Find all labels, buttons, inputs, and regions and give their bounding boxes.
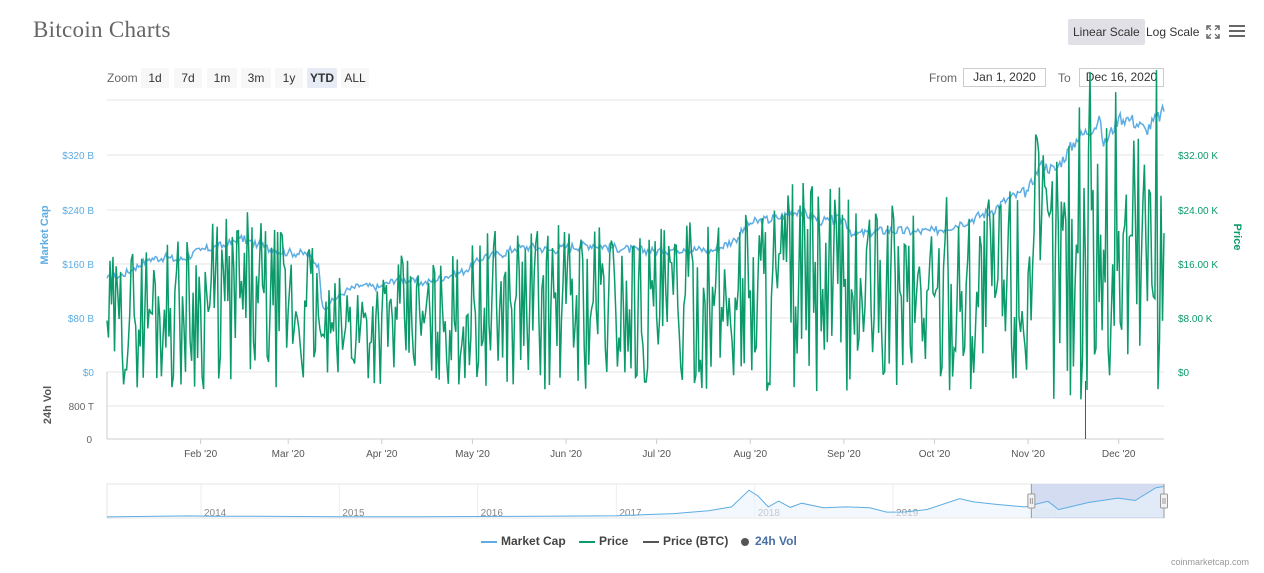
legend-market-cap-label: Market Cap <box>501 534 566 548</box>
zoom-label: Zoom <box>107 71 138 85</box>
navigator-line <box>106 486 1165 518</box>
x-tick-label: Sep '20 <box>827 449 861 460</box>
navigator-area <box>107 486 1164 517</box>
zoom-7d-button[interactable]: 7d <box>174 68 202 88</box>
x-tick-label: Feb '20 <box>184 449 217 460</box>
chart-title: Bitcoin Charts <box>33 17 171 42</box>
x-tick-label: Jun '20 <box>550 449 582 460</box>
left-tick-label: $80 B <box>68 314 94 325</box>
right-tick-label: $24.00 K <box>1178 206 1218 217</box>
legend-volume[interactable]: 24h Vol <box>741 534 797 548</box>
right-tick-label: $8.00 K <box>1178 314 1213 325</box>
legend-price-swatch <box>579 540 595 543</box>
legend-market-cap-swatch <box>481 540 497 543</box>
x-tick-label: Jul '20 <box>642 449 671 460</box>
left-axis-title: Market Cap <box>39 205 51 265</box>
volume-axis-title: 24h Vol <box>42 386 54 424</box>
zoom-1m-button[interactable]: 1m <box>207 68 237 88</box>
navigator-series-layer <box>106 484 1168 518</box>
from-label: From <box>929 71 957 85</box>
left-tick-label: $240 B <box>62 206 94 217</box>
navigator-year-label: 2014 <box>204 508 227 519</box>
legend-volume-label: 24h Vol <box>755 534 797 548</box>
to-label: To <box>1058 71 1071 85</box>
x-tick-label: Nov '20 <box>1011 449 1045 460</box>
navigator-year-label: 2015 <box>342 508 365 519</box>
bitcoin-chart: $320 B $240 B $160 B $80 B $0 800 T 0 $3… <box>39 70 1243 519</box>
navigator-year-label: 2016 <box>481 508 504 519</box>
right-tick-label: $32.00 K <box>1178 151 1218 162</box>
credit-link[interactable]: coinmarketcap.com <box>1171 557 1250 567</box>
x-tick-label: Apr '20 <box>366 449 398 460</box>
navigator[interactable]: 2014201520162017201820192020 <box>106 483 1168 519</box>
x-tick-label: Dec '20 <box>1102 449 1136 460</box>
from-date-input[interactable] <box>963 68 1046 87</box>
linear-scale-button[interactable]: Linear Scale <box>1068 19 1145 45</box>
menu-icon[interactable] <box>1229 25 1245 39</box>
to-date-input[interactable] <box>1079 68 1164 87</box>
x-tick-label: May '20 <box>455 449 490 460</box>
fullscreen-icon[interactable] <box>1206 25 1220 39</box>
x-tick-label: Mar '20 <box>272 449 305 460</box>
right-tick-label: $16.00 K <box>1178 260 1218 271</box>
legend-price-label: Price <box>599 534 629 548</box>
left-tick-label: $160 B <box>62 260 94 271</box>
zoom-ytd-button[interactable]: YTD <box>307 68 337 88</box>
volume-tick-label: $0 <box>83 368 95 379</box>
zoom-all-button[interactable]: ALL <box>341 68 369 88</box>
x-tick-label: Oct '20 <box>919 449 951 460</box>
zoom-1d-button[interactable]: 1d <box>141 68 169 88</box>
volume-tick-label: 800 T <box>69 402 94 413</box>
zoom-3m-button[interactable]: 3m <box>241 68 271 88</box>
legend-price-btc-swatch <box>643 540 659 543</box>
left-tick-label: $320 B <box>62 151 94 162</box>
legend-volume-dot <box>741 537 749 546</box>
legend-price-btc-label: Price (BTC) <box>663 534 729 548</box>
x-tick-label: Aug '20 <box>733 449 767 460</box>
volume-tick-label: 0 <box>86 435 92 446</box>
navigator-right-handle[interactable] <box>1160 493 1168 509</box>
legend-market-cap[interactable]: Market Cap <box>481 534 566 548</box>
navigator-left-handle[interactable] <box>1027 493 1036 509</box>
series-layer <box>106 70 1165 439</box>
legend-price[interactable]: Price <box>579 534 628 548</box>
right-axis-title: Price <box>1231 224 1243 251</box>
legend-price-btc[interactable]: Price (BTC) <box>643 534 728 548</box>
log-scale-button[interactable]: Log Scale <box>1146 25 1200 39</box>
volume-right-tick-label: $0 <box>1178 368 1190 379</box>
price-line[interactable] <box>106 70 1165 400</box>
zoom-1y-button[interactable]: 1y <box>275 68 303 88</box>
navigator-year-label: 2017 <box>619 508 642 519</box>
x-axis-ticks: Feb '20 Mar '20 Apr '20 May '20 Jun '20 Jul '… <box>184 439 1136 460</box>
